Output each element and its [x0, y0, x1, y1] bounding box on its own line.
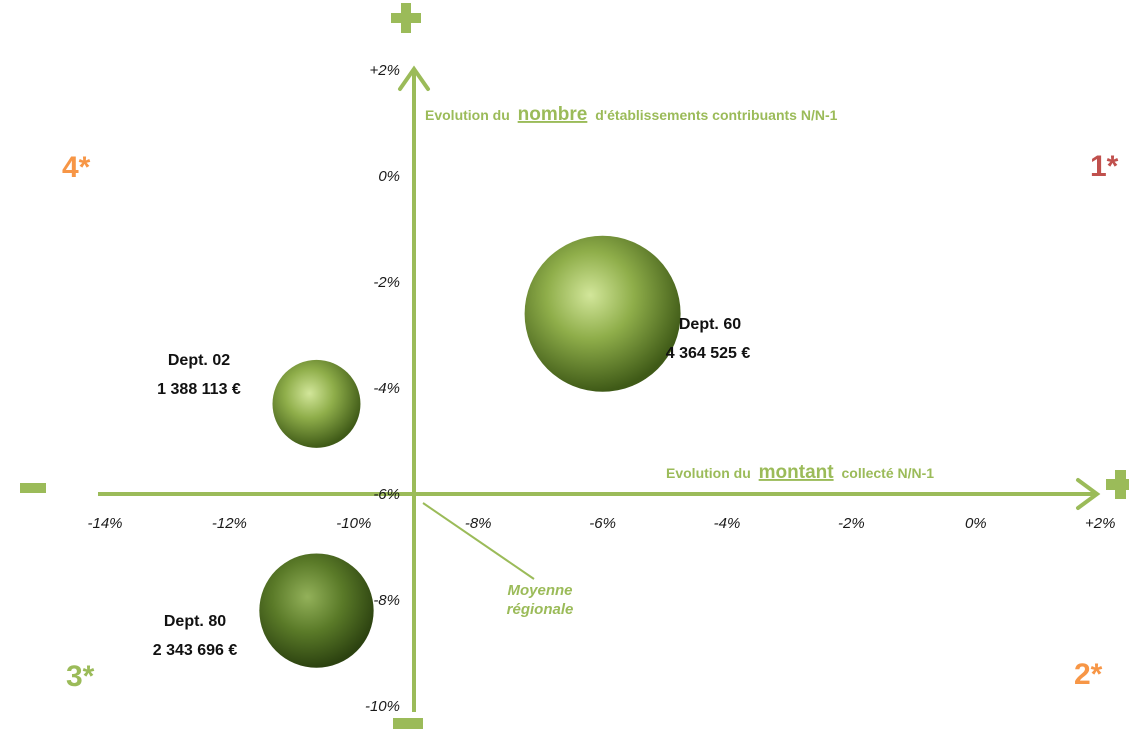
quadrant-label-3: 3* [66, 660, 95, 693]
x-tick-label: -14% [87, 515, 122, 532]
y-tick-label: -4% [373, 380, 400, 397]
x-tick-label: -12% [212, 515, 247, 532]
x-axis-plus-icon [1106, 470, 1129, 499]
quadrant-label-1: 1* [1090, 150, 1119, 183]
bubble-dept-02 [272, 359, 361, 448]
annotation-line-2: régionale [507, 601, 574, 618]
y-axis-minus-icon [393, 718, 423, 729]
y-axis-arrowhead [398, 65, 430, 91]
y-tick-label: -2% [373, 274, 400, 291]
x-axis-title: Evolution du montant collecté N/N-1 [666, 462, 934, 483]
x-axis-minus-icon [20, 483, 46, 493]
annotation-line-1: Moyenne [507, 582, 572, 599]
x-tick-label: 0% [965, 515, 987, 532]
x-tick-label: -8% [465, 515, 492, 532]
quadrant-label-4: 4* [62, 151, 91, 184]
y-tick-labels: -10% -8% -6% -4% -2% 0% +2% [365, 62, 400, 715]
bubble-label-dept-02: Dept. 02 1 388 113 € [157, 352, 241, 398]
x-tick-label: +2% [1085, 515, 1115, 532]
bubble-label-value: 4 364 525 € [666, 345, 751, 362]
x-tick-label: -2% [838, 515, 865, 532]
y-axis-plus-icon [391, 3, 421, 33]
x-tick-label: -6% [589, 515, 616, 532]
y-tick-label: -10% [365, 698, 400, 715]
quadrant-label-2: 2* [1074, 658, 1103, 691]
bubble-label-dept-80: Dept. 80 2 343 696 € [153, 613, 238, 659]
bubble-label-dept-60: Dept. 60 4 364 525 € [666, 316, 751, 362]
bubble-label-value: 2 343 696 € [153, 642, 238, 659]
bubble-label-name: Dept. 60 [679, 316, 741, 333]
annotation-pointer-line [422, 502, 535, 580]
y-tick-label: -8% [373, 592, 400, 609]
x-tick-label: -4% [714, 515, 741, 532]
bubble-label-name: Dept. 80 [164, 613, 226, 630]
x-tick-labels: -14% -12% -10% -8% -6% -4% -2% 0% +2% [87, 515, 1115, 532]
y-tick-label: -6% [373, 486, 400, 503]
x-tick-label: -10% [336, 515, 371, 532]
bubble-dept-60 [524, 235, 681, 392]
bubble-series [259, 235, 681, 668]
y-axis-title: Evolution du nombre d'établissements con… [425, 104, 838, 125]
bubble-dept-80 [259, 553, 374, 668]
y-tick-label: +2% [370, 62, 400, 79]
bubble-label-value: 1 388 113 € [157, 381, 241, 398]
bubble-label-name: Dept. 02 [168, 352, 230, 369]
x-axis-arrowhead [1076, 478, 1101, 510]
y-tick-label: 0% [378, 168, 400, 185]
